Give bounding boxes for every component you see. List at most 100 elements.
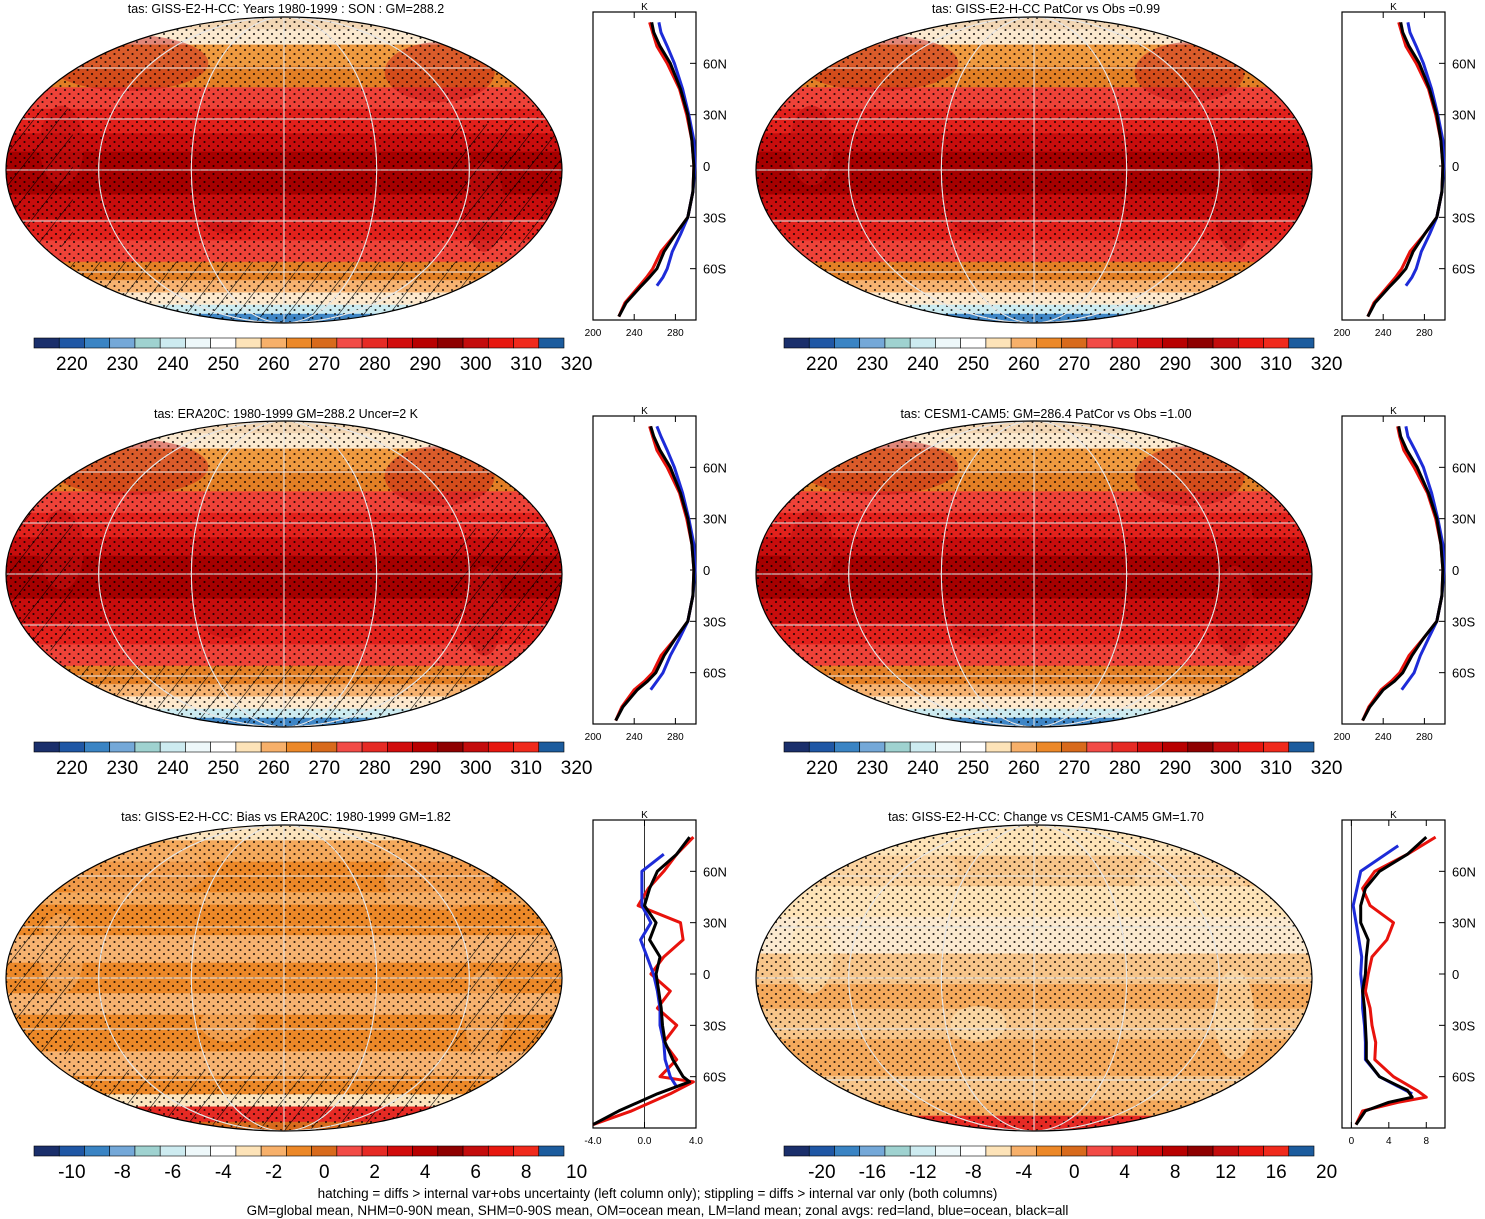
- colorbar-box: [34, 1146, 59, 1156]
- colorbar-box: [1011, 338, 1036, 348]
- colorbar-tick-label: -20: [808, 1162, 835, 1183]
- colorbar-box: [885, 338, 910, 348]
- zonal-frame: [1342, 820, 1445, 1128]
- colorbar-box: [1087, 742, 1112, 752]
- colorbar-box: [387, 742, 412, 752]
- map-p3: [6, 421, 562, 728]
- colorbar-box: [809, 1146, 834, 1156]
- colorbar-tick-label: 6: [470, 1162, 481, 1183]
- colorbar-tick-label: 4: [420, 1162, 431, 1183]
- zonal-unit-label: K: [641, 2, 648, 13]
- colorbar-box: [1112, 1146, 1137, 1156]
- colorbar-box: [185, 742, 210, 752]
- panel-p3: tas: ERA20C: 1980-1999 GM=288.2 Uncer=2 …: [6, 406, 727, 779]
- colorbar-box: [261, 742, 286, 752]
- colorbar-box: [337, 338, 362, 348]
- colorbar-tick-label: 250: [207, 758, 239, 779]
- colorbar-box: [387, 338, 412, 348]
- colorbar-box: [110, 742, 135, 752]
- zonal-lat-label: 30S: [1452, 210, 1475, 225]
- colorbar-tick-label: -16: [859, 1162, 886, 1183]
- colorbar-tick-label: 220: [56, 758, 88, 779]
- colorbar-box: [1188, 338, 1213, 348]
- colorbar-box: [160, 1146, 185, 1156]
- zonal-frame: [1342, 12, 1445, 320]
- zonal-unit-label: K: [641, 406, 648, 417]
- colorbar-box: [514, 338, 539, 348]
- colorbar-box: [488, 742, 513, 752]
- colorbar-box: [1289, 1146, 1314, 1156]
- colorbar-tick-label: -8: [114, 1162, 131, 1183]
- zonal-series-all: [1363, 426, 1443, 720]
- map-p4: [756, 421, 1312, 728]
- map-p5: [6, 825, 562, 1132]
- colorbar-tick-label: 10: [566, 1162, 587, 1183]
- zonal-series-land: [616, 426, 694, 720]
- colorbar-box: [1062, 1146, 1087, 1156]
- colorbar-box: [135, 742, 160, 752]
- colorbar-box: [1213, 338, 1238, 348]
- zonal-lat-label: 60S: [703, 1070, 726, 1085]
- colorbar-box: [986, 1146, 1011, 1156]
- colorbar-tick-label: -4: [1015, 1162, 1032, 1183]
- colorbar-box: [362, 338, 387, 348]
- colorbar-box: [312, 742, 337, 752]
- colorbar-tick-label: 240: [157, 758, 189, 779]
- zonal-series-ocean: [651, 426, 695, 690]
- colorbar-box: [312, 338, 337, 348]
- colorbar-tick-label: 250: [207, 354, 239, 375]
- colorbar-tick-label: -4: [215, 1162, 232, 1183]
- colorbar-box: [1264, 338, 1289, 348]
- colorbar-box: [160, 742, 185, 752]
- colorbar-box: [935, 338, 960, 348]
- colorbar-box: [261, 1146, 286, 1156]
- colorbar-box: [236, 338, 261, 348]
- colorbar-box: [514, 742, 539, 752]
- colorbar-box: [1238, 1146, 1263, 1156]
- colorbar-tick-label: 230: [106, 758, 138, 779]
- colorbar-tick-label: 320: [561, 354, 593, 375]
- zonal-x-tick-label: 0.0: [638, 1136, 652, 1147]
- colorbar-box: [1137, 742, 1162, 752]
- panel-title: tas: GISS-E2-H-CC: Bias vs ERA20C: 1980-…: [121, 810, 451, 824]
- colorbar-box: [809, 338, 834, 348]
- colorbar-box: [1213, 742, 1238, 752]
- map-p2: [756, 17, 1312, 324]
- colorbar-tick-label: 16: [1266, 1162, 1287, 1183]
- zonal-frame: [593, 12, 696, 320]
- colorbar-tick-label: 310: [1260, 758, 1292, 779]
- zonal-lat-label: 30N: [1452, 512, 1476, 527]
- colorbar-tick-label: 220: [806, 758, 838, 779]
- zonal-x-tick-label: 200: [1334, 328, 1351, 339]
- panel-p1: tas: GISS-E2-H-CC: Years 1980-1999 : SON…: [6, 2, 727, 375]
- colorbar-box: [135, 1146, 160, 1156]
- colorbar-box: [784, 338, 809, 348]
- zonal-x-tick-label: 240: [626, 328, 643, 339]
- hatching-region: [451, 528, 562, 650]
- panel-title: tas: GISS-E2-H-CC PatCor vs Obs =0.99: [932, 2, 1160, 16]
- colorbar-tick-label: 280: [359, 354, 391, 375]
- colorbar-box: [413, 1146, 438, 1156]
- colorbar-box: [514, 1146, 539, 1156]
- colorbar-box: [1163, 742, 1188, 752]
- colorbar-tick-label: 240: [907, 354, 939, 375]
- colorbar-box: [1112, 742, 1137, 752]
- zonal-series-land: [1356, 837, 1436, 1125]
- colorbar-box: [1036, 742, 1061, 752]
- colorbar-tick-label: -12: [909, 1162, 936, 1183]
- zonal-x-tick-label: 280: [1416, 732, 1433, 743]
- colorbar-box: [834, 1146, 859, 1156]
- zonal-lat-label: 60N: [703, 864, 727, 879]
- colorbar-tick-label: 270: [1058, 354, 1090, 375]
- colorbar-tick-label: 300: [1210, 354, 1242, 375]
- colorbar-tick-label: 280: [359, 758, 391, 779]
- colorbar-tick-label: 270: [308, 354, 340, 375]
- panel-title: tas: GISS-E2-H-CC: Years 1980-1999 : SON…: [128, 2, 445, 16]
- colorbar-box: [110, 1146, 135, 1156]
- colorbar-tick-label: 320: [1311, 758, 1343, 779]
- colorbar-box: [438, 742, 463, 752]
- colorbar-box: [1112, 338, 1137, 348]
- zonal-x-tick-label: 240: [626, 732, 643, 743]
- zonal-x-tick-label: 280: [1416, 328, 1433, 339]
- colorbar-box: [885, 742, 910, 752]
